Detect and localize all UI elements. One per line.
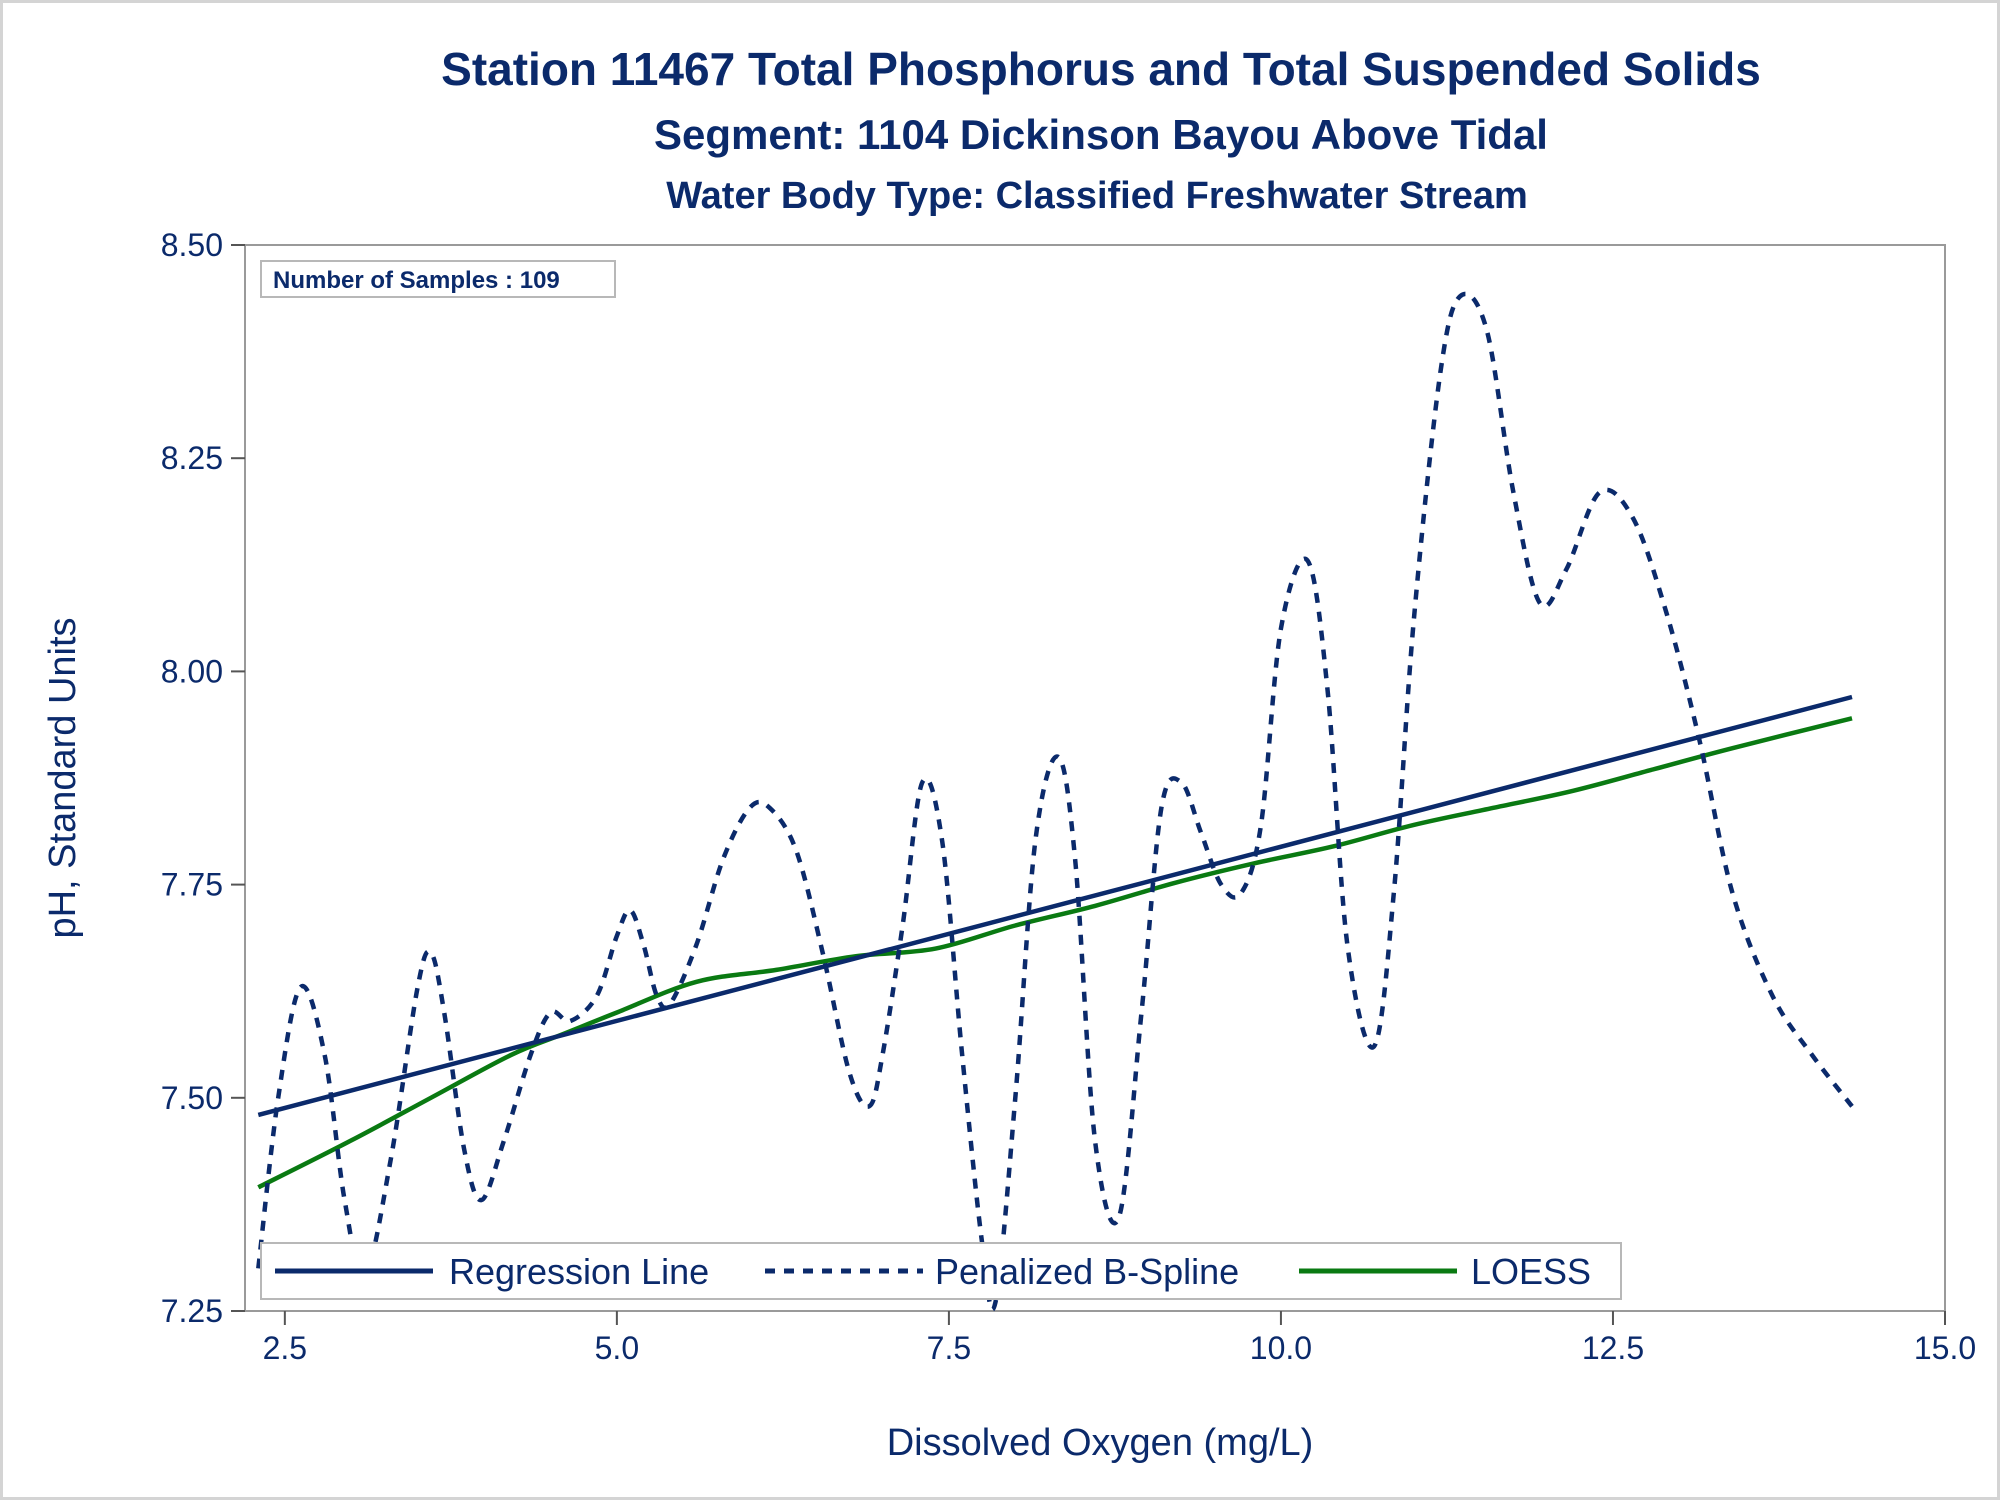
legend-label-penalized-b-spline: Penalized B-Spline <box>935 1251 1239 1292</box>
series-line-penalized-b-spline <box>256 291 1854 1312</box>
legend: Regression Line Penalized B-Spline LOESS <box>260 1242 1622 1300</box>
chart-subtitle-2: Water Body Type: Classified Freshwater S… <box>666 175 1528 217</box>
x-tick-label: 10.0 <box>1250 1330 1312 1366</box>
y-tick-label: 8.00 <box>161 653 223 689</box>
y-tick-label: 8.25 <box>161 440 223 476</box>
x-axis-label: Dissolved Oxygen (mg/L) <box>887 1422 1314 1464</box>
chart-title: Station 11467 Total Phosphorus and Total… <box>441 43 1761 95</box>
sample-count-box: Number of Samples : 109 <box>260 260 616 298</box>
x-tick-label: 5.0 <box>595 1330 639 1366</box>
y-tick-label: 7.75 <box>161 867 223 903</box>
x-axis: 2.5 5.0 7.5 10.0 12.5 15.0 <box>263 1311 1976 1366</box>
x-tick-label: 2.5 <box>263 1330 307 1366</box>
y-tick-label: 7.25 <box>161 1293 223 1329</box>
x-tick-label: 7.5 <box>927 1330 971 1366</box>
y-axis-label: pH, Standard Units <box>42 617 84 938</box>
legend-label-loess: LOESS <box>1471 1251 1591 1292</box>
series-layer <box>256 291 1854 1312</box>
y-tick-label: 7.50 <box>161 1080 223 1116</box>
y-axis: 7.25 7.50 7.75 8.00 8.25 8.50 <box>161 227 245 1329</box>
sample-count-label: Number of Samples : 109 <box>273 267 560 294</box>
x-tick-label: 15.0 <box>1914 1330 1976 1366</box>
series-line-regression-line <box>257 694 1853 1118</box>
x-tick-label: 12.5 <box>1582 1330 1644 1366</box>
chart-subtitle: Segment: 1104 Dickinson Bayou Above Tida… <box>654 111 1548 158</box>
plot-area <box>244 244 1946 1312</box>
regression-chart: Station 11467 Total Phosphorus and Total… <box>42 43 1976 1464</box>
series-line-loess <box>257 716 1853 1190</box>
legend-label-regression-line: Regression Line <box>449 1251 709 1292</box>
y-tick-label: 8.50 <box>161 227 223 263</box>
